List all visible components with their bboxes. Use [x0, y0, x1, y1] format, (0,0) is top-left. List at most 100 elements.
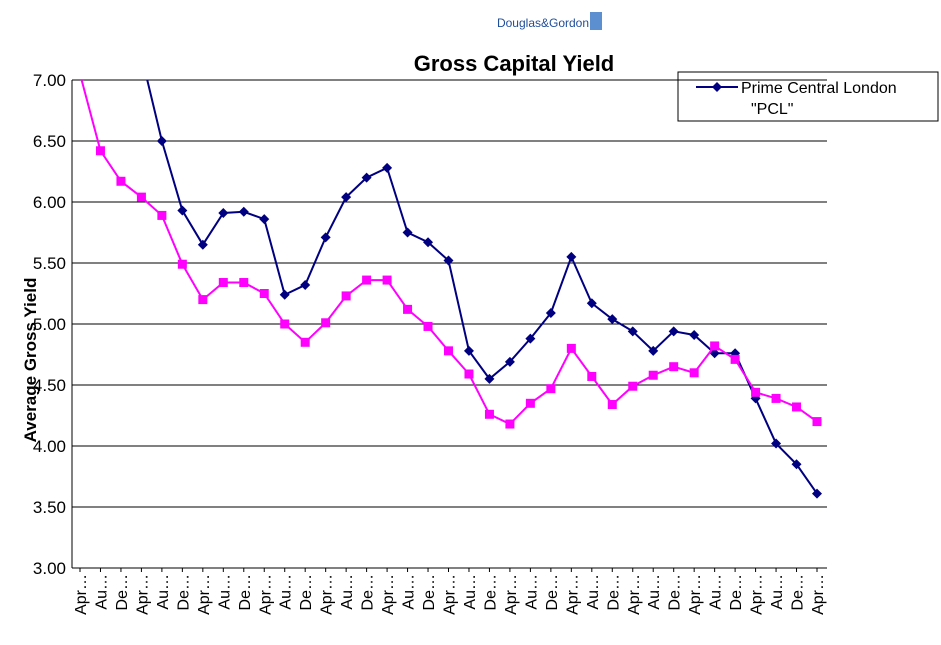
x-tick-label: De…	[790, 574, 807, 610]
point	[341, 291, 351, 301]
point	[751, 387, 761, 397]
point	[280, 319, 290, 329]
x-tick-label: Apr…	[749, 574, 766, 615]
x-tick-label: Au…	[339, 574, 356, 610]
x-tick-label: Au…	[278, 574, 295, 610]
x-tick-label: De…	[667, 574, 684, 610]
x-tick-label: De…	[728, 574, 745, 610]
point	[546, 384, 556, 394]
x-tick-label: Au…	[462, 574, 479, 610]
point	[177, 205, 188, 216]
y-tick-label: 5.00	[33, 315, 66, 334]
x-tick-label: Au…	[216, 574, 233, 610]
x-tick-label: De…	[482, 574, 499, 610]
series-line	[146, 80, 818, 495]
point	[607, 314, 618, 325]
chart-title: Gross Capital Yield	[414, 51, 615, 76]
x-tick-label: Au…	[646, 574, 663, 610]
y-tick-label: 4.00	[33, 437, 66, 456]
point	[730, 354, 740, 364]
point	[238, 206, 249, 217]
point	[403, 304, 413, 314]
point	[300, 279, 311, 290]
point	[382, 275, 392, 285]
point	[361, 172, 372, 183]
point	[648, 345, 659, 356]
x-tick-label: Apr…	[442, 574, 459, 615]
point	[300, 337, 310, 347]
series-line	[80, 80, 818, 426]
point	[157, 210, 167, 220]
point	[218, 278, 228, 288]
y-axis-label: Average Gross Yield	[21, 278, 40, 443]
point	[812, 417, 822, 427]
x-tick-label: Au…	[769, 574, 786, 610]
x-tick-label: De…	[175, 574, 192, 610]
logo-icon	[590, 12, 602, 30]
point	[136, 192, 146, 202]
point	[607, 400, 617, 410]
point	[95, 146, 105, 156]
point	[689, 329, 700, 340]
x-tick-label: Apr…	[319, 574, 336, 615]
point	[198, 295, 208, 305]
point	[239, 278, 249, 288]
point	[320, 232, 331, 243]
x-tick-label: Au…	[708, 574, 725, 610]
point	[341, 192, 352, 203]
point	[812, 488, 822, 499]
x-tick-label: Apr…	[503, 574, 520, 615]
point	[586, 298, 597, 309]
point	[382, 162, 393, 173]
x-tick-label: De…	[114, 574, 131, 610]
x-tick-label: De…	[237, 574, 254, 610]
point	[259, 289, 269, 298]
point	[321, 318, 331, 328]
x-tick-label: Apr…	[134, 574, 151, 615]
point	[648, 370, 658, 380]
x-tick-label: Apr…	[73, 574, 90, 615]
point	[177, 259, 187, 269]
point	[525, 333, 536, 344]
x-tick-label: Apr…	[380, 574, 397, 615]
y-tick-label: 4.50	[33, 376, 66, 395]
x-tick-label: Au…	[93, 574, 110, 610]
x-tick-label: Au…	[155, 574, 172, 610]
point	[197, 239, 208, 250]
y-tick-label: 5.50	[33, 254, 66, 273]
point	[587, 371, 597, 381]
x-tick-label: De…	[544, 574, 561, 610]
point	[484, 373, 495, 384]
logo: Douglas&Gordon	[497, 16, 589, 30]
legend-label: Prime Central London "PCL"	[741, 80, 897, 118]
legend-label-line: Prime Central London	[741, 80, 897, 97]
legend: Prime Central London "PCL"	[677, 71, 939, 122]
x-tick-label: Apr…	[810, 574, 827, 615]
point	[444, 346, 453, 356]
point	[402, 227, 413, 238]
x-tick-label: De…	[298, 574, 315, 610]
point	[689, 368, 699, 378]
x-tick-label: Au…	[585, 574, 602, 610]
point	[504, 356, 515, 367]
point	[279, 289, 290, 300]
point	[484, 409, 494, 419]
point	[136, 51, 146, 61]
point	[362, 275, 372, 285]
point	[791, 459, 802, 470]
x-tick-label: De…	[421, 574, 438, 610]
x-tick-label: Apr…	[626, 574, 643, 615]
x-tick-label: Apr…	[564, 574, 581, 615]
point	[218, 207, 229, 218]
point	[771, 438, 782, 449]
point	[464, 369, 474, 379]
point	[505, 419, 515, 429]
y-tick-label: 3.50	[33, 498, 66, 517]
point	[792, 402, 802, 412]
x-tick-label: Apr…	[687, 574, 704, 615]
x-tick-label: De…	[360, 574, 377, 610]
y-tick-label: 6.50	[33, 132, 66, 151]
point	[628, 381, 638, 391]
point	[423, 237, 434, 248]
